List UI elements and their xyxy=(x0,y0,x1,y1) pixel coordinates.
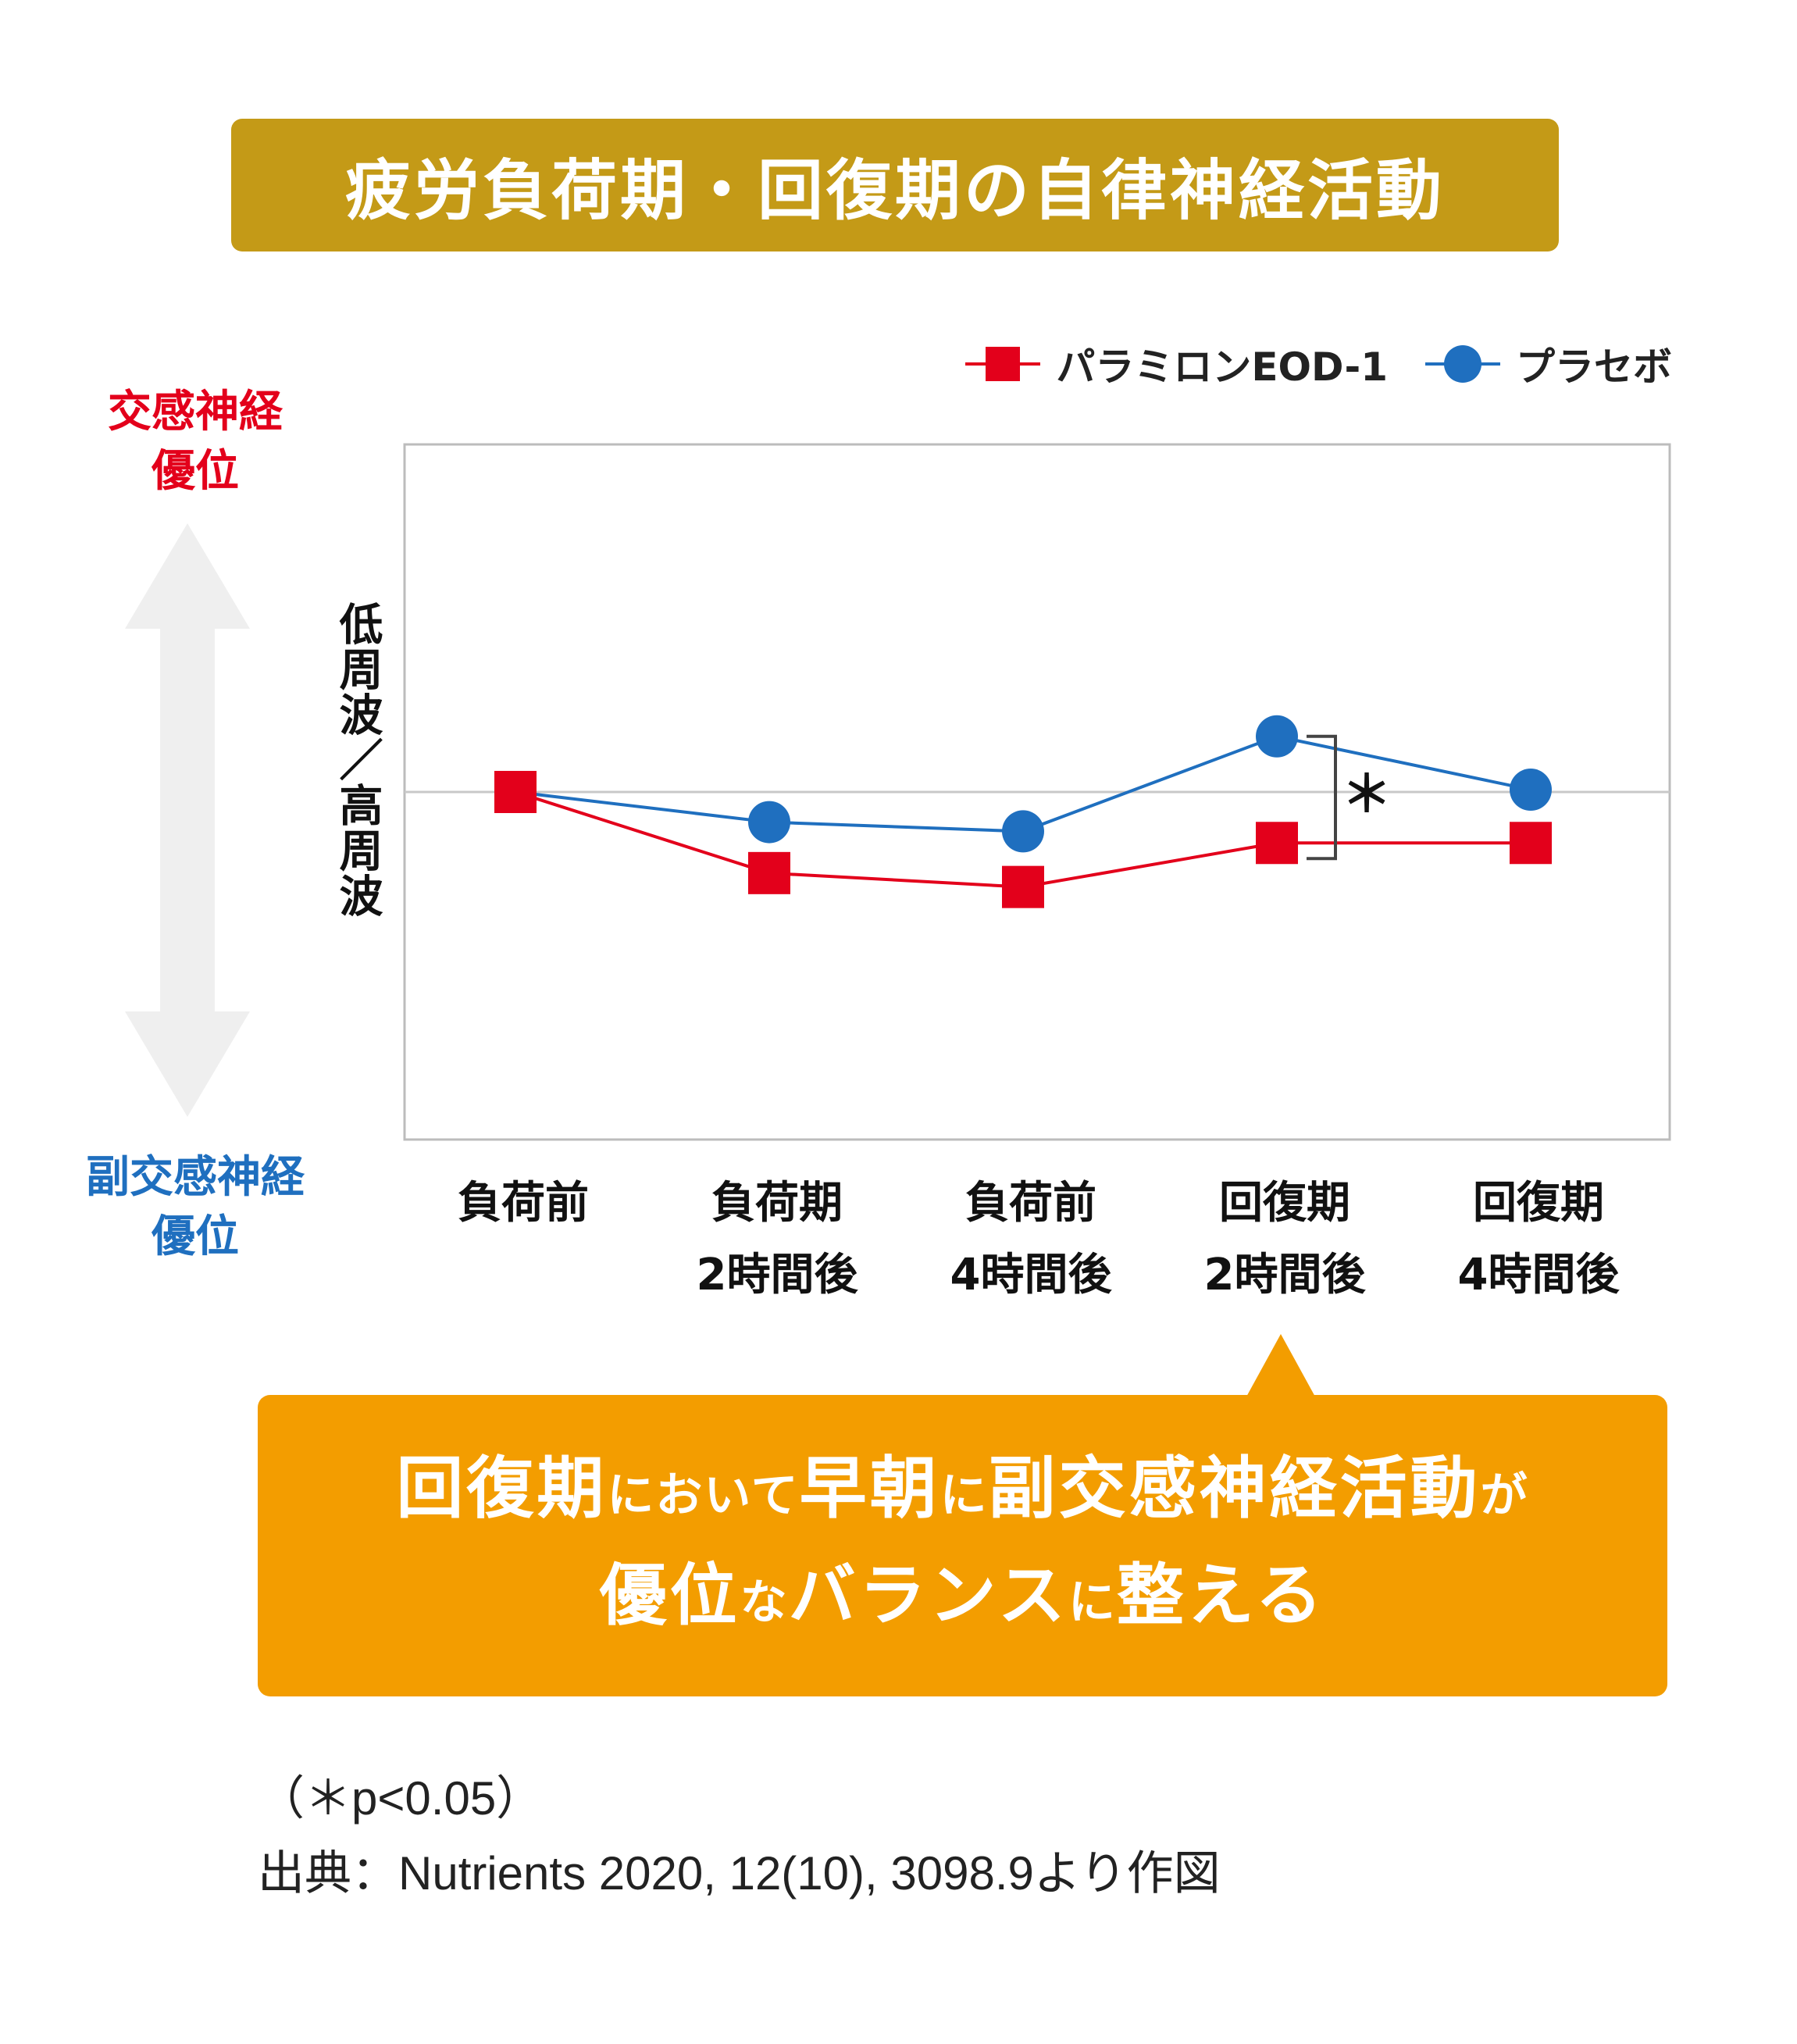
x-tick-line2: 4時間後 xyxy=(950,1250,1112,1300)
sympathetic-label-line1: 交感神経 xyxy=(108,387,283,437)
callout-box: 回復期において早朝に副交感神経活動が 優位なバランスに整える xyxy=(258,1395,1667,1696)
x-tick-line1: 回復期 xyxy=(1473,1178,1604,1229)
callout-segment: に xyxy=(940,1468,989,1523)
placebo-point xyxy=(748,801,790,844)
x-tick-line1: 負荷前 xyxy=(965,1178,1096,1229)
chart-title: 疲労負荷期・回復期の自律神経活動 xyxy=(231,119,1559,251)
x-tick-label: 負荷期 2時間後 xyxy=(660,1168,894,1311)
callout-line-1: 回復期において早朝に副交感神経活動が xyxy=(396,1439,1528,1546)
callout-segment: に xyxy=(1068,1575,1117,1630)
callout-segment: が xyxy=(1480,1468,1529,1523)
placebo-point xyxy=(1002,810,1044,853)
source-note: 出典：Nutrients 2020, 12(10), 3098.9より作図 xyxy=(258,1847,1221,1900)
legend-label-placebo: プラセボ xyxy=(1516,344,1672,390)
callout-segment: 早朝 xyxy=(799,1450,940,1528)
x-tick-line2: 2時間後 xyxy=(696,1250,858,1300)
paramylon-point xyxy=(1256,822,1298,865)
paramylon-point xyxy=(748,851,790,894)
legend-label-paramylon: パラミロンEOD-1 xyxy=(1056,344,1388,390)
callout-segment: 整える xyxy=(1116,1557,1326,1635)
callout-line-2: 優位なバランスに整える xyxy=(600,1546,1326,1653)
callout-segment: 回復期 xyxy=(396,1450,608,1528)
significance-bracket xyxy=(1307,734,1337,861)
legend-item-placebo: プラセボ xyxy=(1425,336,1672,392)
x-tick-label: 回復期 4時間後 xyxy=(1421,1168,1656,1311)
pvalue-note: （＊p<0.05） xyxy=(258,1772,544,1825)
x-tick-label: 負荷前 xyxy=(406,1168,640,1240)
x-tick-line2: 4時間後 xyxy=(1457,1250,1620,1300)
sympathetic-label-line2: 優位 xyxy=(152,446,239,497)
placebo-point xyxy=(1510,769,1552,812)
callout-pointer-icon xyxy=(1246,1334,1316,1398)
parasympathetic-label-line2: 優位 xyxy=(152,1211,239,1262)
legend-marker-circle xyxy=(1425,345,1500,383)
legend-marker-square xyxy=(965,347,1041,381)
callout-segment: 副交感神経活動 xyxy=(988,1450,1481,1528)
significance-label: ＊ xyxy=(1342,766,1392,824)
parasympathetic-label-line1: 副交感神経 xyxy=(86,1152,305,1203)
x-tick-label: 回復期 2時間後 xyxy=(1168,1168,1402,1311)
callout-segment: な xyxy=(740,1575,789,1630)
parasympathetic-dominant-label: 副交感神経 優位 xyxy=(62,1148,328,1267)
x-tick-line1: 負荷期 xyxy=(711,1178,843,1229)
x-tick-label: 負荷前 4時間後 xyxy=(914,1168,1148,1311)
paramylon-point xyxy=(1002,865,1044,908)
paramylon-point xyxy=(1510,822,1552,865)
footnotes: （＊p<0.05） 出典：Nutrients 2020, 12(10), 309… xyxy=(258,1761,1221,1911)
callout-segment: において xyxy=(607,1468,800,1523)
callout-segment: バランス xyxy=(788,1557,1068,1635)
x-tick-line1: 負荷前 xyxy=(458,1178,589,1229)
x-tick-line2: 2時間後 xyxy=(1203,1250,1366,1300)
y-axis-label: 低周波／高周波 xyxy=(332,601,383,919)
legend: パラミロンEOD-1 プラセボ xyxy=(965,336,1672,392)
callout-segment: 優位 xyxy=(599,1557,740,1635)
paramylon-point xyxy=(494,771,537,813)
sympathetic-dominant-label: 交感神経 優位 xyxy=(78,383,312,501)
x-tick-line1: 回復期 xyxy=(1219,1178,1350,1229)
legend-item-paramylon: パラミロンEOD-1 xyxy=(965,336,1388,392)
double-arrow-icon xyxy=(125,523,250,1117)
placebo-point xyxy=(1256,715,1298,758)
